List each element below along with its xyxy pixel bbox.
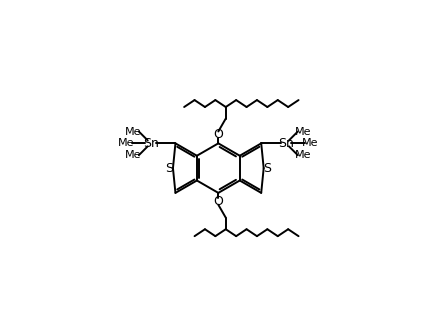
Text: Me: Me xyxy=(295,150,311,160)
Text: S: S xyxy=(165,162,173,174)
Text: O: O xyxy=(213,128,223,141)
Text: Me: Me xyxy=(302,138,319,148)
Text: Me: Me xyxy=(125,150,142,160)
Text: O: O xyxy=(213,195,223,208)
Text: Sn: Sn xyxy=(278,137,294,150)
Text: Me: Me xyxy=(118,138,135,148)
Text: Me: Me xyxy=(295,127,311,136)
Text: S: S xyxy=(263,162,271,174)
Text: Sn: Sn xyxy=(143,137,158,150)
Text: Me: Me xyxy=(125,127,142,136)
